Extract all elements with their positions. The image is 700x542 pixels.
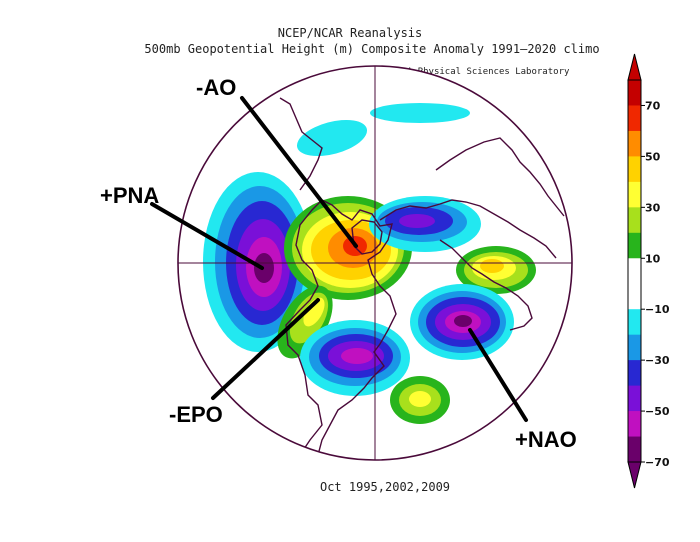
anomaly-namerica-trough [300,320,410,396]
colorbar-swatch [628,283,641,310]
colorbar-swatch [628,130,641,157]
anomaly-pna-trough [203,172,313,352]
arrow-pna [150,202,264,270]
colorbar-frame [627,79,642,463]
label-epo: -EPO [169,402,223,427]
title-line1: NCEP/NCAR Reanalysis [278,26,423,40]
colorbar-swatch [628,360,641,386]
colorbar-label: 50 [645,150,661,163]
polar-map [177,65,573,461]
arrow-epo [211,298,320,400]
label-nao: +NAO [515,427,577,452]
colorbar-swatch [628,411,641,437]
colorbar-label: 70 [645,99,661,112]
colorbar-swatch [628,80,641,106]
anomaly-siberia-trough [369,196,481,252]
colorbar-swatch [628,385,641,412]
colorbar-swatch [628,232,641,259]
colorbar-swatch [628,105,641,132]
colorbar-top-arrow [627,53,642,81]
colorbar-label: 10 [645,252,661,265]
arrow-nao [468,328,528,422]
annotation-lines [150,96,528,422]
anomaly-nao-trough [410,284,514,360]
colorbar-label: −30 [645,354,670,367]
label-ao: -AO [196,75,236,100]
colorbar-swatch [628,258,641,285]
colorbar-swatch [628,156,641,183]
colorbar-swatch [628,181,641,208]
credit-label: NOAA Physical Sciences Laboratory [391,67,570,77]
colorbar-swatch [628,207,641,234]
colorbar-label: −50 [645,405,670,418]
colorbar-label: −70 [645,456,670,469]
colorbar-bottom-arrow [627,461,642,489]
anomaly-trough-top [296,103,470,157]
colorbar-swatch [628,309,641,336]
colorbar-label: 30 [645,201,661,214]
colorbar-swatch [628,334,641,361]
anomaly-southeast-ridge [390,376,450,424]
title-line2: 500mb Geopotential Height (m) Composite … [144,42,599,56]
colorbar: 70 50 30 10 −10 −30 −50 −70 [627,53,670,489]
globe-border [177,65,573,461]
colorbar-swatch [628,436,641,463]
anomaly-field [203,103,536,424]
arrow-ao [240,96,358,248]
label-pna: +PNA [100,183,159,208]
colorbar-label: −10 [645,303,670,316]
date-caption: Oct 1995,2002,2009 [320,480,450,494]
graticule [178,66,572,460]
